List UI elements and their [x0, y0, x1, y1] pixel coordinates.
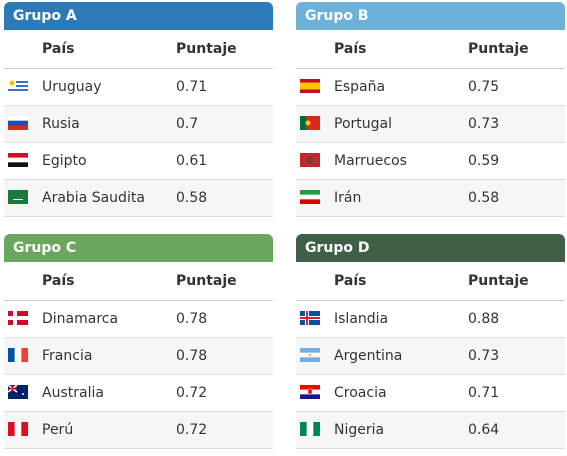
country-name: Islandia: [334, 311, 389, 327]
flag-icon: [8, 153, 28, 167]
flag-icon: [8, 311, 28, 325]
country-name: Croacia: [334, 385, 387, 401]
score: 0.72: [176, 422, 208, 438]
score: 0.61: [176, 153, 208, 169]
table-row: Rusia 0.7: [4, 106, 273, 143]
flag-icon: [300, 153, 320, 167]
country-name: Argentina: [334, 348, 403, 364]
country-name: Uruguay: [42, 79, 102, 95]
header-score: Puntaje: [468, 41, 529, 57]
header-country: País: [42, 273, 75, 289]
score: 0.73: [468, 116, 500, 132]
flag-icon: [300, 385, 320, 399]
flag-icon: [8, 348, 28, 362]
score: 0.58: [176, 190, 208, 206]
score: 0.78: [176, 311, 208, 327]
header-row: País Puntaje: [4, 262, 273, 301]
score: 0.88: [468, 311, 500, 327]
country-name: Australia: [42, 385, 104, 401]
group-title: Grupo B: [296, 2, 565, 30]
table-row: Francia 0.78: [4, 338, 273, 375]
country-name: Marruecos: [334, 153, 407, 169]
score: 0.78: [176, 348, 208, 364]
score: 0.71: [468, 385, 500, 401]
flag-icon: [8, 190, 28, 204]
table-row: Irán 0.58: [296, 180, 565, 217]
header-score: Puntaje: [176, 273, 237, 289]
flag-icon: [300, 116, 320, 130]
table-row: España 0.75: [296, 69, 565, 106]
group-table: Grupo B País Puntaje España 0.75 Portugal 0.73…: [296, 2, 565, 217]
score: 0.64: [468, 422, 500, 438]
flag-icon: [300, 79, 320, 93]
header-row: País Puntaje: [296, 30, 565, 69]
country-name: Arabia Saudita: [42, 190, 145, 206]
header-row: País Puntaje: [296, 262, 565, 301]
table-row: Uruguay 0.71: [4, 69, 273, 106]
flag-icon: [300, 311, 320, 325]
table-row: Argentina 0.73: [296, 338, 565, 375]
header-country: País: [42, 41, 75, 57]
country-name: Portugal: [334, 116, 392, 132]
country-name: Irán: [334, 190, 362, 206]
header-score: Puntaje: [176, 41, 237, 57]
country-name: Dinamarca: [42, 311, 119, 327]
score: 0.58: [468, 190, 500, 206]
flag-icon: [8, 422, 28, 436]
group-table: Grupo A País Puntaje Uruguay 0.71 Rusia 0.7 Egi…: [4, 2, 273, 217]
score: 0.73: [468, 348, 500, 364]
flag-icon: [8, 79, 28, 93]
score: 0.71: [176, 79, 208, 95]
table-row: Islandia 0.88: [296, 301, 565, 338]
table-row: Australia 0.72: [4, 375, 273, 412]
header-score: Puntaje: [468, 273, 529, 289]
group-title: Grupo C: [4, 234, 273, 262]
group-title: Grupo A: [4, 2, 273, 30]
table-row: Arabia Saudita 0.58: [4, 180, 273, 217]
header-row: País Puntaje: [4, 30, 273, 69]
flag-icon: [300, 348, 320, 362]
table-row: Marruecos 0.59: [296, 143, 565, 180]
flag-icon: [8, 116, 28, 130]
table-row: Portugal 0.73: [296, 106, 565, 143]
score: 0.59: [468, 153, 500, 169]
flag-icon: [8, 385, 28, 399]
header-country: País: [334, 273, 367, 289]
score: 0.7: [176, 116, 199, 132]
country-name: España: [334, 79, 386, 95]
country-name: Perú: [42, 422, 74, 438]
country-name: Egipto: [42, 153, 87, 169]
table-row: Dinamarca 0.78: [4, 301, 273, 338]
table-row: Perú 0.72: [4, 412, 273, 449]
table-row: Croacia 0.71: [296, 375, 565, 412]
score: 0.72: [176, 385, 208, 401]
flag-icon: [300, 190, 320, 204]
country-name: Rusia: [42, 116, 80, 132]
flag-icon: [300, 422, 320, 436]
table-row: Nigeria 0.64: [296, 412, 565, 449]
country-name: Francia: [42, 348, 93, 364]
table-row: Egipto 0.61: [4, 143, 273, 180]
group-table: Grupo D País Puntaje Islandia 0.88 Argentina 0…: [296, 234, 565, 449]
group-table: Grupo C País Puntaje Dinamarca 0.78 Francia 0.…: [4, 234, 273, 449]
score: 0.75: [468, 79, 500, 95]
country-name: Nigeria: [334, 422, 385, 438]
header-country: País: [334, 41, 367, 57]
group-title: Grupo D: [296, 234, 565, 262]
